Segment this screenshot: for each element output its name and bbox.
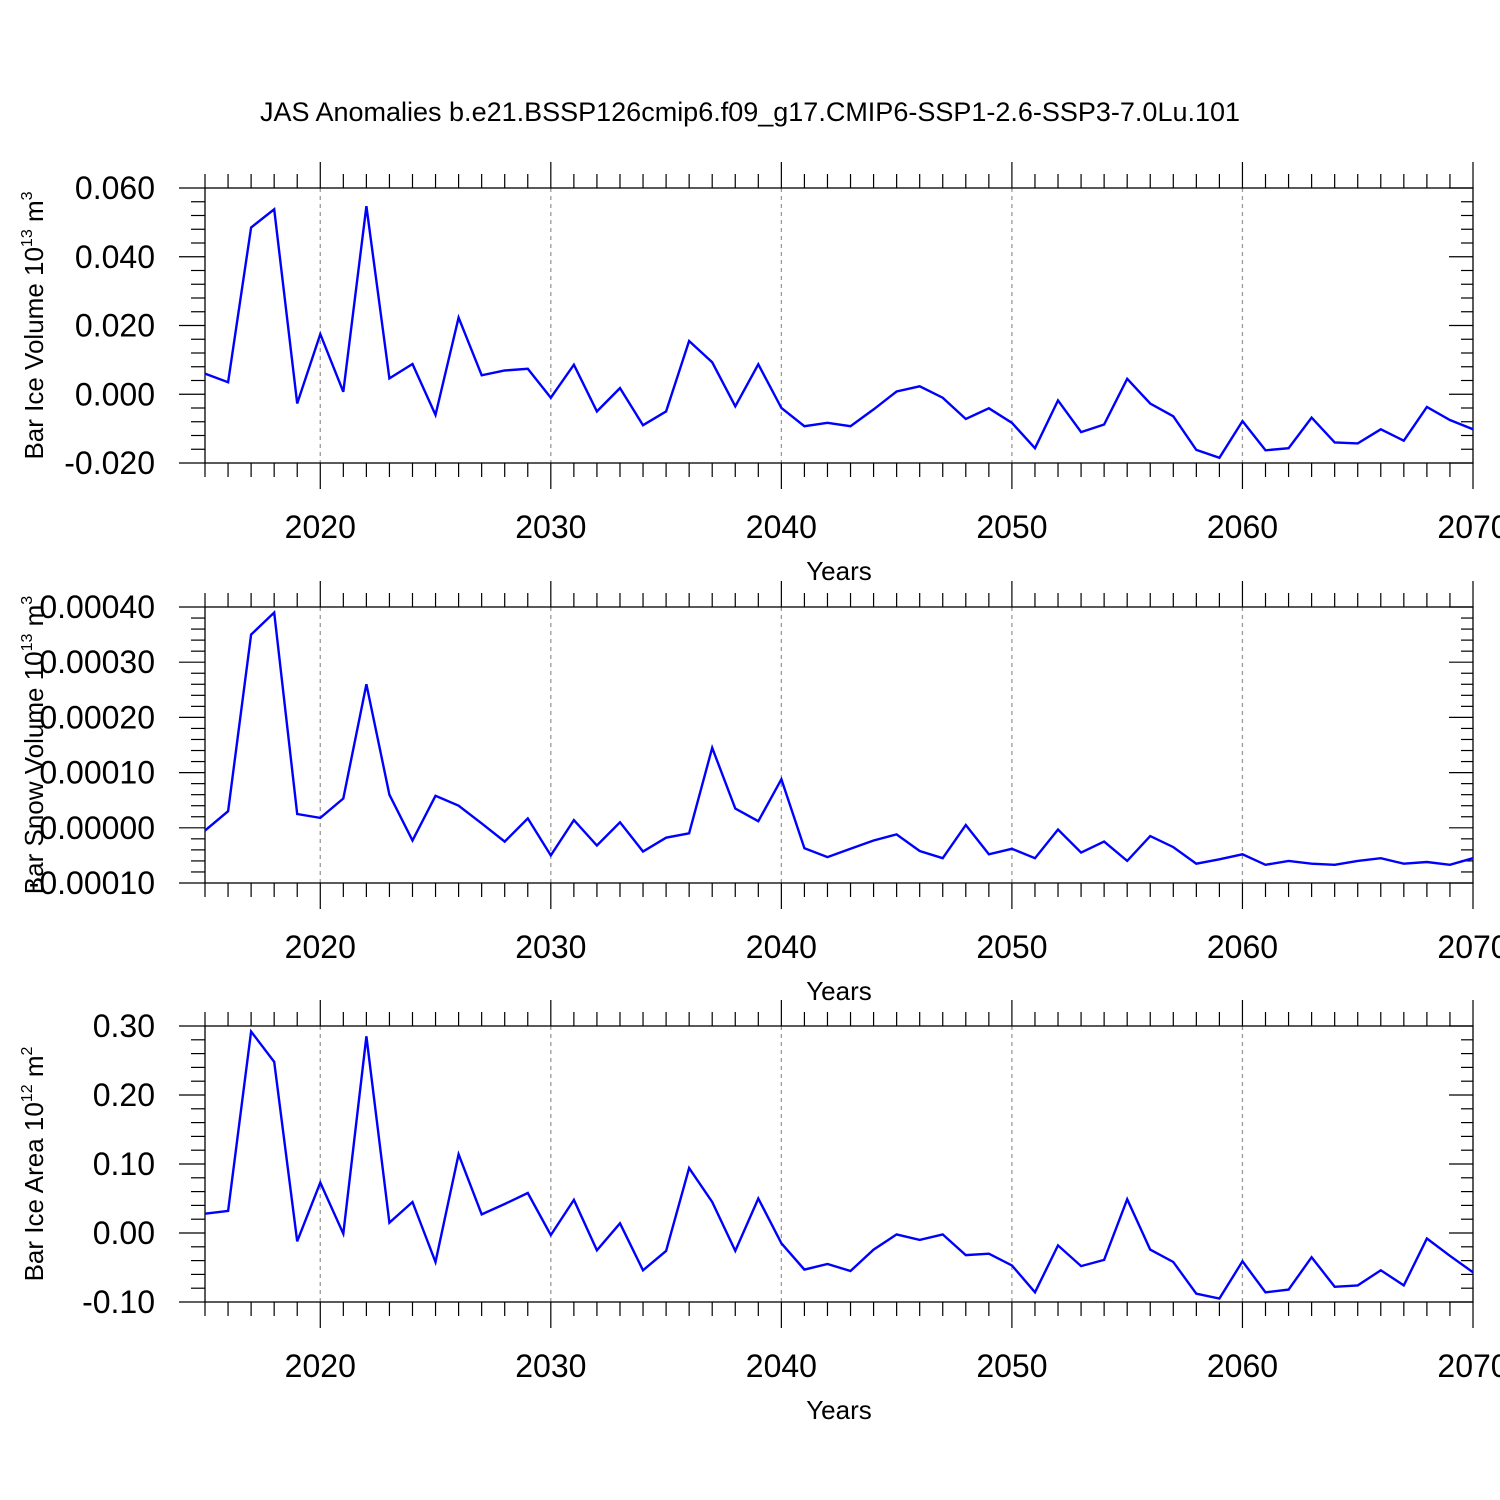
y-tick-label: 0.00020	[39, 699, 155, 735]
x-axis-title: Years	[806, 1395, 872, 1425]
y-tick-label: 0.040	[75, 239, 155, 275]
x-tick-label: 2030	[515, 509, 586, 545]
plot-frame	[204, 1025, 1474, 1303]
x-axis-title: Years	[806, 556, 872, 586]
x-tick-label: 2040	[746, 1348, 817, 1384]
y-tick-label: 0.00	[93, 1215, 155, 1251]
x-tick-label: 2070	[1437, 1348, 1500, 1384]
series-line	[204, 1028, 1474, 1300]
x-tick-label: 2040	[746, 929, 817, 965]
y-axis-title: Bar Ice Area 1012 m2	[19, 1046, 49, 1281]
x-tick-label: 2060	[1207, 929, 1278, 965]
y-tick-label: -0.020	[64, 445, 155, 481]
y-tick-label: 0.060	[75, 170, 155, 206]
y-axis-title: Bar Ice Volume 1013 m3	[19, 191, 49, 459]
y-tick-label: 0.10	[93, 1146, 155, 1182]
y-tick-label: 0.020	[75, 308, 155, 344]
y-tick-label: 0.30	[93, 1008, 155, 1044]
x-tick-label: 2050	[976, 1348, 1047, 1384]
x-tick-label: 2020	[285, 509, 356, 545]
page-title: JAS Anomalies b.e21.BSSP126cmip6.f09_g17…	[259, 97, 1241, 127]
plot-frame	[204, 606, 1474, 884]
y-tick-label: 0.00010	[39, 755, 155, 791]
chart-panel-1: -0.020 0.000 0.020 0.040 0.060 2020 2030 2040 20…	[19, 162, 1500, 586]
x-tick-label: 2030	[515, 1348, 586, 1384]
y-tick-label: 0.00040	[39, 589, 155, 625]
x-tick-label: 2020	[285, 1348, 356, 1384]
series-line	[204, 609, 1474, 867]
x-tick-label: 2070	[1437, 929, 1500, 965]
x-tick-label: 2040	[746, 509, 817, 545]
chart-panel-2: -0.00010 0.00000 0.00010 0.00020 0.00030 0.00…	[19, 581, 1500, 1006]
x-axis-title: Years	[806, 976, 872, 1006]
x-tick-label: 2050	[976, 929, 1047, 965]
y-tick-label: 0.000	[75, 376, 155, 412]
plot-frame	[204, 187, 1474, 464]
x-tick-label: 2070	[1437, 509, 1500, 545]
chart-panel-3: -0.10 0.00 0.10 0.20 0.30 2020 2030 2040 2050 206…	[19, 1000, 1500, 1425]
y-tick-label: 0.00030	[39, 644, 155, 680]
x-tick-label: 2050	[976, 509, 1047, 545]
x-tick-label: 2030	[515, 929, 586, 965]
x-tick-label: 2060	[1207, 509, 1278, 545]
x-tick-label: 2020	[285, 929, 356, 965]
x-tick-label: 2060	[1207, 1348, 1278, 1384]
y-tick-label: -0.00010	[29, 865, 155, 901]
y-axis-title: Bar Snow Volume 1013 m3	[19, 596, 49, 895]
y-tick-label: 0.20	[93, 1077, 155, 1113]
series-line	[204, 206, 1474, 460]
y-tick-label: 0.00000	[39, 810, 155, 846]
y-tick-label: -0.10	[82, 1284, 155, 1320]
